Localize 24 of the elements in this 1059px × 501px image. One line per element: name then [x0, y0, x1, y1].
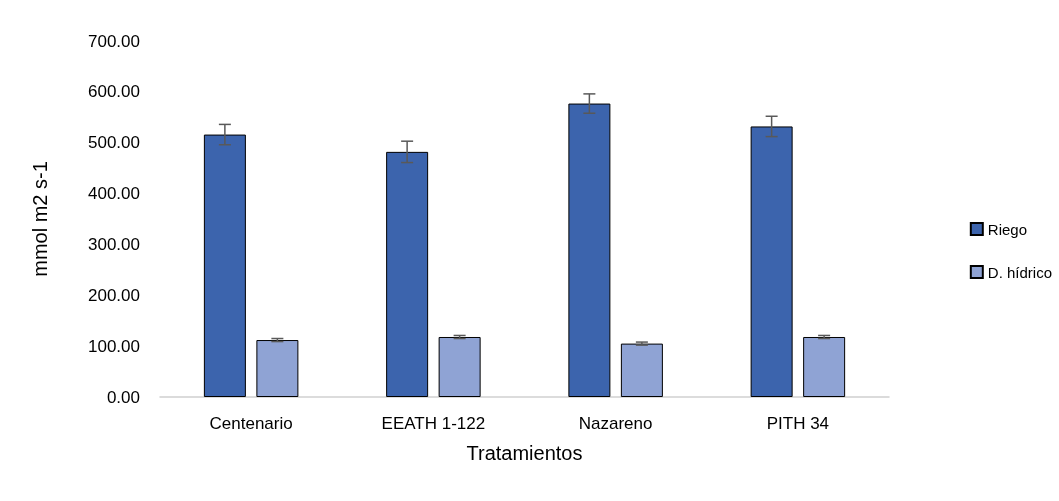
y-tick-label: 300.00: [88, 234, 140, 254]
legend-label: Riego: [987, 220, 1028, 238]
bar: [203, 134, 246, 397]
y-tick-label: 600.00: [88, 82, 140, 102]
bar: [568, 103, 611, 397]
y-axis-title: mmol m2 s-1: [29, 161, 51, 277]
bar: [386, 151, 429, 397]
bar: [803, 336, 846, 397]
x-tick-label: EEATH 1-122: [381, 414, 486, 433]
y-tick-label: 0.00: [106, 387, 140, 407]
bar: [256, 340, 299, 397]
bar: [438, 336, 481, 397]
x-tick-label: PITH 34: [766, 414, 830, 433]
y-tick-label: 700.00: [88, 31, 140, 51]
y-tick-label: 500.00: [88, 133, 140, 153]
bar: [620, 343, 663, 397]
legend-label: D. hídrico: [987, 263, 1053, 281]
y-tick-label: 100.00: [88, 336, 140, 356]
y-tick-label: 200.00: [88, 285, 140, 305]
y-tick-label: 400.00: [88, 184, 140, 204]
bar: [750, 126, 793, 397]
x-axis-title: Tratamientos: [466, 442, 583, 464]
x-tick-label: Centenario: [209, 414, 293, 433]
x-tick-label: Nazareno: [578, 414, 653, 433]
